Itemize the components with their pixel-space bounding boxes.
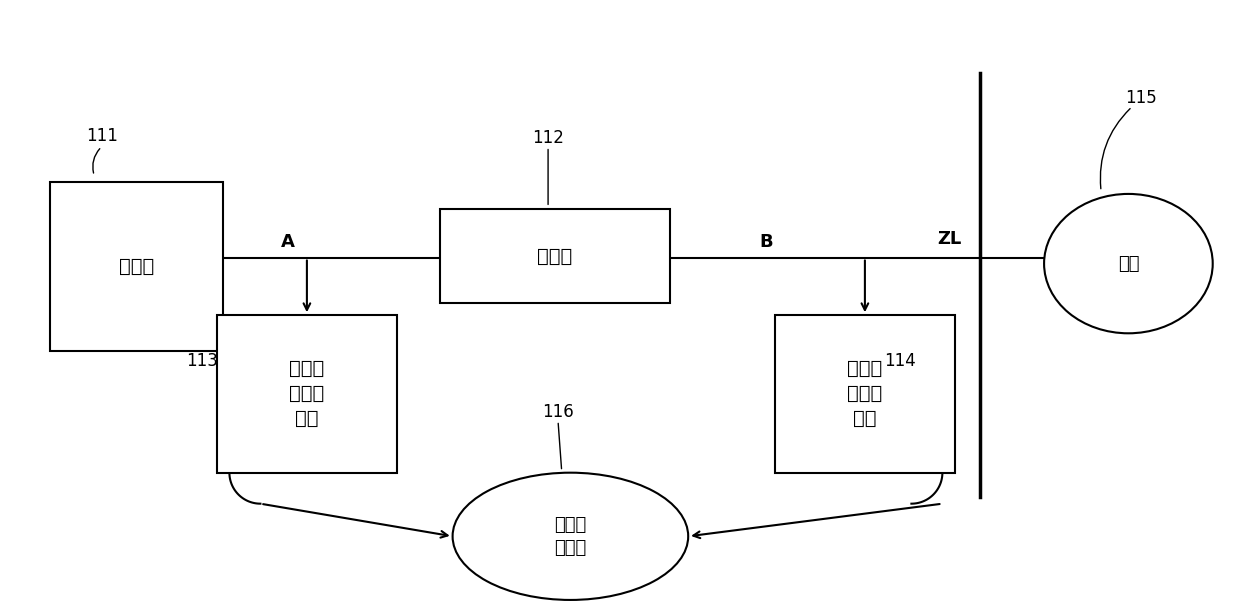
Text: 114: 114 <box>884 351 916 370</box>
Text: 信号源: 信号源 <box>119 257 154 276</box>
Bar <box>50 182 223 351</box>
Text: 113: 113 <box>186 351 218 370</box>
Text: 116: 116 <box>542 403 574 421</box>
Bar <box>217 315 397 473</box>
Ellipse shape <box>1044 194 1213 333</box>
Bar <box>775 315 955 473</box>
Text: 第一检
波测量
电路: 第一检 波测量 电路 <box>289 359 325 428</box>
Text: 115: 115 <box>1125 89 1157 107</box>
Ellipse shape <box>453 473 688 600</box>
Text: A: A <box>280 233 295 251</box>
Text: 111: 111 <box>86 127 118 145</box>
Bar <box>440 209 670 303</box>
Text: 第二检
波测量
电路: 第二检 波测量 电路 <box>847 359 883 428</box>
Text: B: B <box>760 233 773 251</box>
Text: 探头: 探头 <box>1117 255 1140 273</box>
Text: 传输线: 传输线 <box>537 247 573 265</box>
Text: 差分放
大电路: 差分放 大电路 <box>554 516 587 557</box>
Text: ZL: ZL <box>937 230 962 248</box>
Text: 112: 112 <box>532 129 564 147</box>
